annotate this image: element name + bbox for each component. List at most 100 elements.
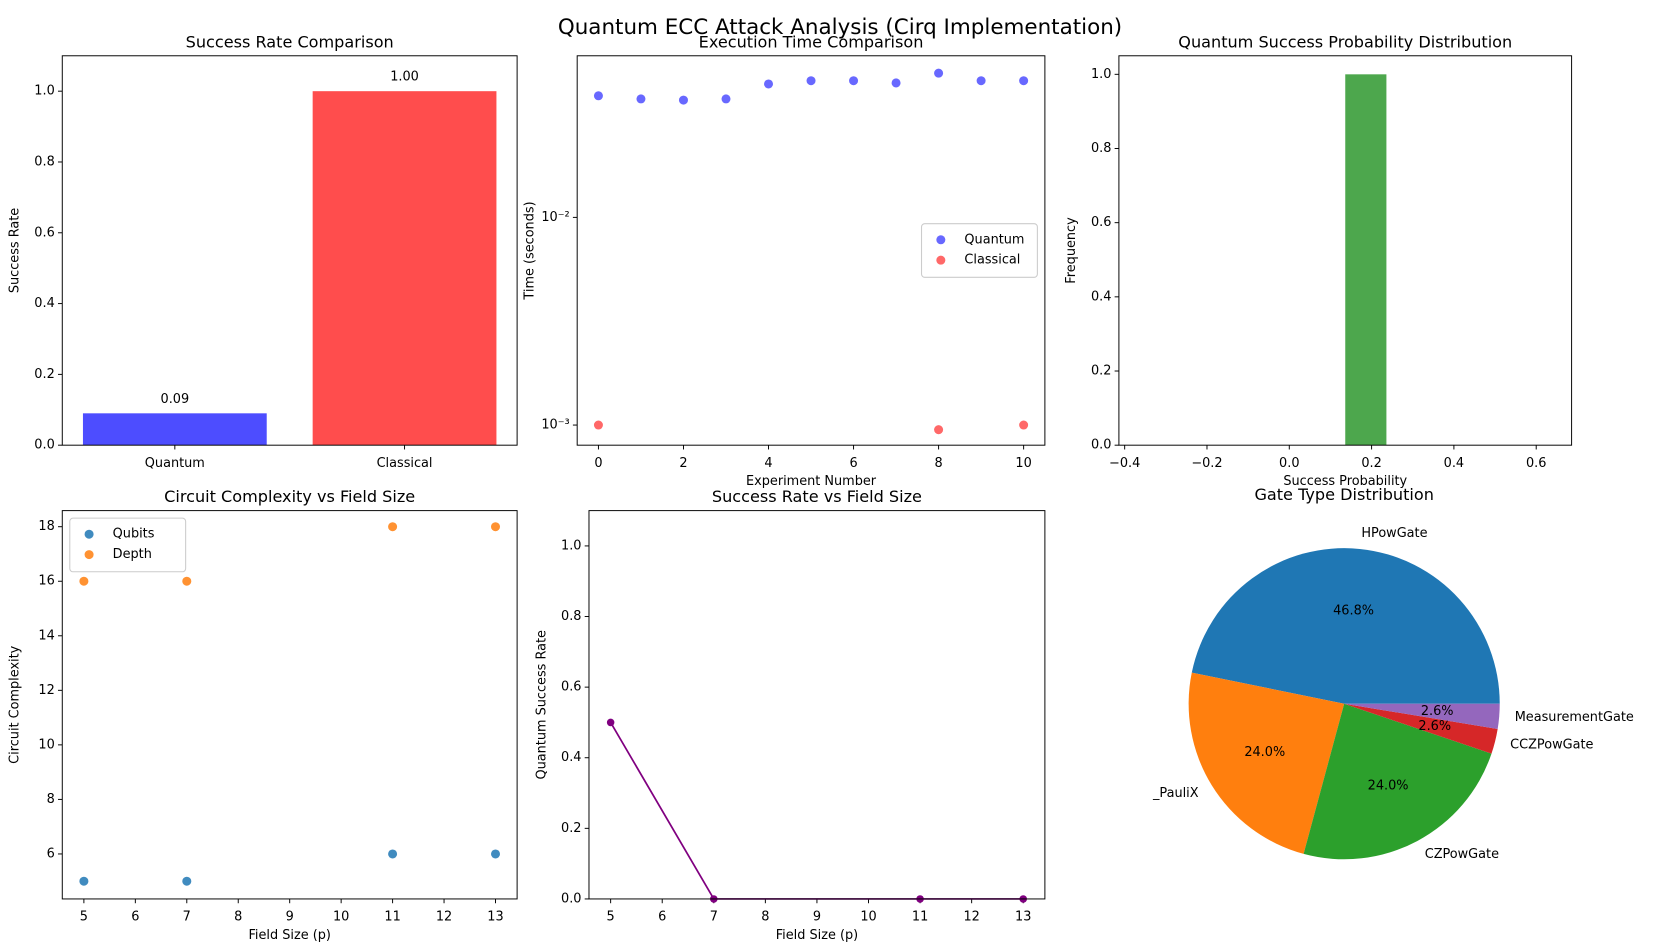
y-tick-label: 8 [47, 792, 55, 807]
x-tick-label: −0.4 [1109, 456, 1140, 471]
legend-marker [84, 550, 94, 560]
y-tick-label: 1.0 [34, 84, 54, 99]
y-tick-label: 0.0 [34, 438, 54, 453]
legend-label: Qubits [113, 527, 155, 542]
legend-box [920, 223, 1038, 278]
x-tick-label: 11 [384, 910, 400, 925]
scatter-point [849, 76, 859, 86]
bar [312, 91, 497, 446]
legend-label: Depth [113, 547, 152, 562]
scatter-point [593, 420, 603, 430]
y-tick-label: 1.0 [561, 538, 581, 553]
y-axis-label: Time (seconds) [522, 201, 537, 300]
x-tick-label: 11 [912, 910, 928, 925]
pie-value-label: 24.0% [1244, 745, 1285, 760]
legend-marker [936, 235, 946, 245]
scatter-point [1019, 420, 1029, 430]
x-tick-label: 5 [607, 910, 615, 925]
scatter-point [721, 94, 731, 104]
x-tick-label: 5 [80, 910, 88, 925]
subplot-title: Success Rate Comparison [186, 32, 394, 51]
axes-frame [576, 55, 1046, 446]
y-tick-label: 0.2 [561, 821, 581, 836]
x-tick-label: 2 [679, 456, 687, 471]
x-tick-label: 9 [286, 910, 294, 925]
y-tick-label: 0.8 [1091, 141, 1111, 156]
x-tick-label: −0.2 [1191, 456, 1222, 471]
legend-marker [84, 529, 94, 539]
pie-category-label: MeasurementGate [1515, 710, 1634, 725]
x-tick-label: 7 [183, 910, 191, 925]
line-marker [606, 718, 615, 727]
x-tick-label: 0.6 [1526, 456, 1546, 471]
scatter-point [490, 522, 501, 532]
y-tick-label: 12 [38, 683, 54, 698]
x-tick-label: 10 [860, 910, 876, 925]
y-tick-label: 0.6 [34, 225, 54, 240]
y-tick-label: 10⁻² [541, 210, 569, 225]
x-tick-label: 0 [594, 456, 602, 471]
y-axis-label: Quantum Success Rate [534, 630, 549, 780]
scatter-point [636, 94, 646, 104]
scatter-point [182, 576, 192, 586]
axes-frame [61, 55, 518, 446]
y-tick-label: 18 [38, 519, 54, 534]
subplot-title: Quantum Success Probability Distribution [1178, 32, 1512, 51]
y-tick-label: 0.2 [34, 367, 54, 382]
x-tick-label: 13 [1015, 910, 1031, 925]
scatter-point [490, 849, 501, 859]
x-tick-label: 6 [131, 910, 139, 925]
x-tick-label: Quantum [145, 456, 205, 471]
x-tick-label: 8 [234, 910, 242, 925]
legend-label: Quantum [964, 232, 1024, 247]
x-tick-label: 10 [333, 910, 349, 925]
pie-slice [1303, 703, 1492, 860]
y-tick-label: 0.8 [34, 154, 54, 169]
x-tick-label: 4 [764, 456, 772, 471]
y-tick-label: 0.0 [1091, 438, 1111, 453]
figure-title: Quantum ECC Attack Analysis (Cirq Implem… [558, 15, 1122, 40]
y-axis-label: Success Rate [8, 208, 23, 293]
scatter-point [678, 95, 688, 105]
pie-category-label: HPowGate [1361, 526, 1427, 541]
pie-slice [1344, 703, 1498, 754]
value-label: 0.09 [161, 392, 190, 407]
y-axis-label: Frequency [1064, 217, 1079, 284]
y-tick-label: 0.6 [561, 680, 581, 695]
scatter-point [976, 76, 986, 86]
x-tick-label: 0.4 [1444, 456, 1464, 471]
x-tick-label: 12 [436, 910, 452, 925]
pie-slice [1191, 548, 1500, 704]
x-tick-label: 8 [761, 910, 769, 925]
subplot-title: Gate Type Distribution [1254, 485, 1433, 504]
y-tick-label: 14 [38, 628, 54, 643]
scatter-point [891, 78, 901, 88]
scatter-point [388, 849, 398, 859]
axes-frame [588, 510, 1046, 900]
scatter-point [806, 76, 816, 86]
y-tick-label: 0.4 [561, 750, 581, 765]
x-axis-label: Field Size (p) [776, 928, 858, 943]
x-tick-label: 10 [1015, 456, 1031, 471]
pie-category-label: CCZPowGate [1510, 738, 1593, 753]
legend-box [69, 517, 187, 573]
x-tick-label: 0.2 [1361, 456, 1381, 471]
x-axis-label: Experiment Number [746, 474, 877, 489]
scatter-point [593, 91, 603, 101]
pie-category-label: _PauliX [1152, 786, 1199, 801]
x-tick-label: Classical [377, 456, 433, 471]
pie-category-label: CZPowGate [1425, 847, 1499, 862]
legend-marker [936, 255, 946, 265]
x-tick-label: 8 [934, 456, 942, 471]
histogram-bar [1345, 74, 1387, 446]
scatter-point [764, 79, 774, 89]
y-tick-label: 10⁻³ [541, 418, 569, 433]
scatter-point [934, 425, 944, 435]
y-tick-label: 0.0 [561, 891, 581, 906]
y-tick-label: 0.2 [1091, 364, 1111, 379]
pie-value-label: 2.6% [1418, 719, 1451, 734]
scatter-point [1019, 76, 1029, 86]
y-tick-label: 16 [38, 574, 54, 589]
x-tick-label: 13 [487, 910, 503, 925]
